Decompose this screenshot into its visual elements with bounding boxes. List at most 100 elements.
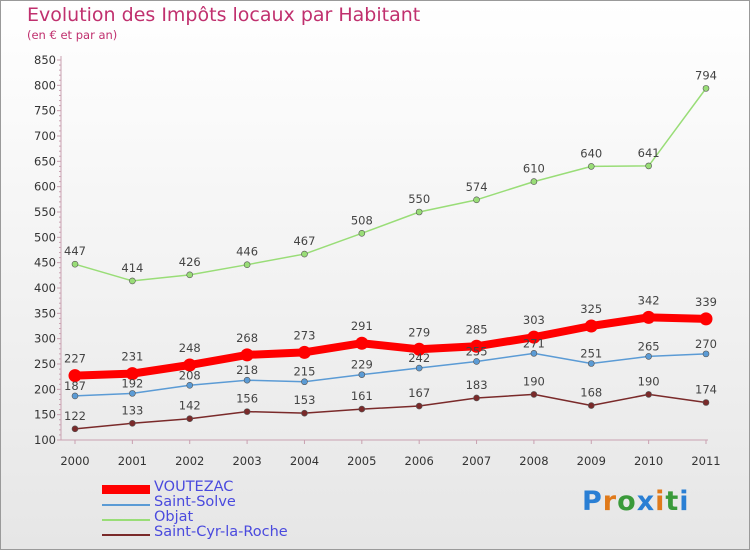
data-point-saint-cyr-la-roche	[301, 409, 308, 417]
value-label-voutezac: 303	[523, 313, 545, 327]
data-point-saint-solve	[415, 364, 423, 372]
y-tick-label: 800	[34, 78, 56, 92]
value-label-saint-solve: 208	[179, 368, 201, 382]
x-tick-label: 2005	[347, 454, 376, 468]
value-label-saint-cyr-la-roche: 142	[179, 399, 201, 413]
value-label-saint-cyr-la-roche: 133	[121, 403, 143, 417]
value-label-saint-solve: 251	[580, 346, 602, 360]
data-point-saint-solve	[71, 392, 79, 400]
legend-swatch-saint-solve	[102, 504, 150, 506]
legend-label-saint-solve: Saint-Solve	[154, 494, 236, 510]
value-label-voutezac: 325	[580, 302, 602, 316]
data-point-objat	[358, 229, 366, 237]
data-point-saint-cyr-la-roche	[415, 402, 423, 410]
value-label-voutezac: 285	[466, 322, 488, 336]
value-label-objat: 414	[121, 261, 143, 275]
x-tick-label: 2003	[232, 454, 261, 468]
data-point-saint-cyr-la-roche	[702, 399, 710, 406]
data-point-saint-cyr-la-roche	[71, 425, 79, 433]
legend-label-voutezac: VOUTEZAC	[154, 479, 234, 495]
data-point-objat	[129, 277, 136, 285]
value-label-voutezac: 268	[236, 331, 258, 345]
data-point-objat	[415, 208, 423, 216]
value-label-saint-cyr-la-roche: 183	[466, 378, 488, 392]
value-label-voutezac: 291	[351, 319, 373, 333]
proxiti-logo: Proxiti	[582, 486, 690, 517]
x-tick-label: 2010	[634, 454, 663, 468]
data-point-voutezac	[642, 310, 656, 324]
data-point-voutezac	[297, 345, 311, 359]
value-label-voutezac: 231	[121, 350, 143, 364]
value-label-objat: 508	[351, 213, 373, 227]
legend-label-saint-cyr-la-roche: Saint-Cyr-la-Roche	[154, 524, 288, 540]
data-point-saint-solve	[186, 381, 194, 389]
chart-title: Evolution des Impôts locaux par Habitant	[27, 4, 421, 26]
data-point-saint-cyr-la-roche	[243, 408, 251, 415]
data-point-saint-cyr-la-roche	[530, 391, 538, 398]
data-point-saint-solve	[243, 376, 251, 384]
value-label-voutezac: 227	[64, 352, 86, 366]
value-label-objat: 447	[64, 244, 86, 258]
value-label-saint-cyr-la-roche: 167	[408, 386, 430, 400]
y-tick-label: 500	[34, 230, 56, 244]
y-tick-label: 150	[34, 408, 56, 422]
value-label-saint-cyr-la-roche: 190	[638, 374, 660, 388]
value-label-voutezac: 279	[408, 325, 430, 339]
y-tick-label: 350	[34, 306, 56, 320]
legend-swatch-saint-cyr-la-roche	[102, 534, 150, 536]
data-point-objat	[587, 163, 595, 170]
data-point-objat	[243, 261, 251, 268]
series-line-voutezac	[71, 313, 710, 380]
value-label-saint-cyr-la-roche: 168	[580, 386, 602, 400]
value-label-saint-cyr-la-roche: 174	[695, 383, 717, 397]
value-label-voutezac: 342	[638, 293, 660, 307]
data-point-saint-cyr-la-roche	[186, 415, 194, 423]
data-point-objat	[530, 178, 538, 185]
value-label-objat: 467	[293, 234, 315, 248]
x-tick-label: 2008	[519, 454, 548, 468]
value-label-saint-solve: 242	[408, 351, 430, 365]
data-point-voutezac	[527, 330, 541, 344]
y-tick-label: 400	[34, 281, 56, 295]
value-label-objat: 641	[638, 146, 660, 160]
y-tick-label: 850	[34, 53, 56, 67]
y-tick-label: 650	[34, 154, 56, 168]
data-point-saint-cyr-la-roche	[358, 405, 366, 413]
data-point-saint-solve	[530, 350, 538, 357]
data-point-saint-cyr-la-roche	[129, 419, 136, 427]
x-tick-label: 2002	[175, 454, 204, 468]
data-point-saint-solve	[358, 371, 366, 378]
data-point-saint-solve	[473, 358, 480, 365]
data-point-voutezac	[355, 336, 369, 350]
value-label-saint-solve: 255	[466, 344, 488, 358]
data-point-voutezac	[470, 339, 484, 353]
x-tick-label: 2007	[462, 454, 491, 468]
x-tick-label: 2001	[118, 454, 147, 468]
data-point-voutezac	[68, 369, 82, 383]
legend-swatch-objat	[102, 519, 150, 521]
data-point-objat	[473, 196, 480, 204]
y-tick-label: 250	[34, 357, 56, 371]
data-point-saint-solve	[129, 390, 136, 397]
value-label-saint-solve: 271	[523, 336, 545, 350]
y-tick-label: 300	[34, 332, 56, 346]
data-point-saint-solve	[645, 353, 652, 360]
series-line-saint-solve	[74, 352, 707, 397]
value-label-voutezac: 248	[179, 341, 201, 355]
data-point-saint-cyr-la-roche	[645, 391, 652, 398]
x-tick-label: 2011	[691, 454, 720, 468]
data-point-objat	[702, 85, 710, 92]
y-tick-label: 550	[34, 205, 56, 219]
series-line-objat	[74, 87, 707, 282]
data-point-voutezac	[699, 312, 713, 326]
value-label-objat: 574	[466, 180, 488, 194]
value-label-saint-cyr-la-roche: 122	[64, 409, 86, 423]
value-label-voutezac: 273	[293, 328, 315, 342]
value-label-saint-solve: 192	[121, 376, 143, 390]
series-line-saint-cyr-la-roche	[74, 393, 707, 430]
value-label-objat: 426	[179, 255, 201, 269]
value-label-saint-cyr-la-roche: 190	[523, 374, 545, 388]
data-point-saint-solve	[301, 378, 308, 386]
x-tick-label: 2000	[60, 454, 89, 468]
